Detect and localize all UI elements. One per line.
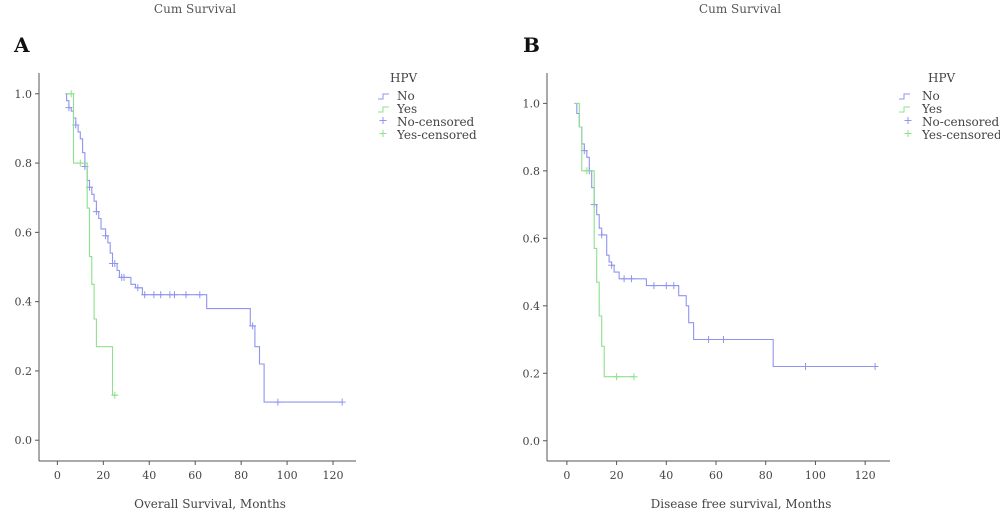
panel-b-series-no-censor-mark	[705, 336, 713, 343]
panel-a-y-tick-label: 1.0	[15, 88, 33, 101]
panel-a-y-tick-label: 0.4	[15, 296, 33, 309]
panel-b-legend-yes-censored: Yes-censored	[921, 128, 1000, 142]
panel-b-y-tick-label: 1.0	[523, 97, 541, 110]
panel-b-legend-no-censored-swatch	[904, 117, 912, 124]
panel-a-series-yes-censor-mark	[76, 159, 84, 167]
panel-b: Cum Survival B 0 20 40 60 80 100 1200.00.20.40…	[523, 2, 1000, 511]
panel-a-series-no-censor-mark	[157, 291, 165, 299]
panel-a-series-yes-censor-mark	[111, 391, 119, 399]
panel-b-legend-yes: Yes	[921, 102, 942, 116]
panel-a-legend-yes-censored-swatch	[379, 130, 387, 137]
panel-a: Cum Survival A 0 20 40 60 80 100 1200.00.20.40…	[13, 2, 477, 511]
panel-b-y-tick-label: 0.4	[523, 300, 541, 313]
panel-b-y-tick-label: 0.0	[523, 435, 541, 448]
panel-a-series-no-censor-mark	[196, 291, 204, 299]
panel-b-x-tick-label: 120	[855, 469, 876, 482]
panel-a-legend-no-swatch	[378, 93, 389, 100]
panel-b-series-no-censor-mark	[620, 275, 628, 283]
panel-a-legend-title: HPV	[390, 71, 418, 85]
panel-b-y-tick-label: 0.2	[523, 367, 541, 380]
panel-b-x-tick-label: 60	[709, 469, 723, 482]
panel-a-x-tick-label: 100	[277, 469, 298, 482]
panel-a-legend-yes-swatch	[378, 106, 389, 113]
panel-a-series-no-censor-mark	[102, 232, 110, 240]
panel-b-series-yes-line	[574, 102, 634, 378]
panel-a-series-no-censor-mark	[150, 291, 158, 299]
panel-b-letter: B	[523, 33, 540, 57]
panel-a-x-tick-label: 40	[142, 469, 156, 482]
panel-b-legend: HPV No Yes No-censored Yes-censored	[899, 71, 1000, 142]
panel-b-series-no-line	[574, 102, 876, 368]
panel-b-series-yes-censor-mark	[613, 373, 621, 381]
panel-b-series-no-censor-mark	[720, 336, 727, 343]
panel-a-x-tick-label: 0	[54, 469, 61, 482]
panel-a-series-no-censor-mark	[338, 398, 346, 406]
panel-a-plot: 0 20 40 60 80 100 120 0.0 0.2 0.4 0.6 0.8 1.0	[15, 73, 356, 482]
panel-a-series-no-censor-mark	[274, 398, 282, 406]
panel-b-legend-yes-censored-swatch	[904, 130, 912, 137]
panel-a-x-tick-label: 80	[234, 469, 248, 482]
panel-b-series-no-censor-mark	[670, 282, 678, 290]
panel-b-series-yes-censor-mark	[583, 167, 591, 175]
panel-b-series-no-censor-mark	[598, 231, 606, 239]
panel-a-series-no-censor-mark	[134, 284, 142, 292]
panel-a-series-no-censor-mark	[171, 291, 178, 299]
panel-b-y-tick-label: 0.6	[523, 232, 541, 245]
panel-b-legend-no-censored: No-censored	[922, 115, 1000, 129]
panel-a-y-tick-label: 0.0	[15, 434, 33, 447]
panel-a-series-yes-line	[66, 93, 118, 396]
panel-b-top-label: Cum Survival	[699, 2, 781, 16]
panel-a-series-no-line	[65, 93, 343, 403]
panel-b-x-tick-label: 40	[659, 469, 673, 482]
panel-b-x-tick-label: 100	[805, 469, 826, 482]
panel-b-series-no-censor-mark	[662, 282, 670, 290]
panel-a-legend: HPV No Yes No-censored Yes-censored	[378, 71, 477, 142]
panel-a-series-no-censor-mark	[249, 322, 257, 330]
panel-b-series-yes-censor-mark	[630, 373, 638, 381]
panel-b-legend-yes-swatch	[899, 106, 910, 113]
panel-a-legend-yes-censored: Yes-censored	[396, 128, 477, 142]
panel-a-series-no-censor-mark	[92, 208, 100, 216]
panel-a-series-no-censor-mark	[120, 273, 128, 281]
panel-a-y-tick-label: 0.8	[15, 157, 33, 170]
panel-a-legend-no-censored: No-censored	[397, 115, 475, 129]
panel-b-series-no-censor-mark	[802, 363, 809, 370]
panel-b-x-tick-label: 80	[759, 469, 773, 482]
panel-b-x-axis-title: Disease free survival, Months	[651, 497, 832, 511]
panel-a-legend-yes: Yes	[396, 102, 417, 116]
panel-a-x-tick-label: 120	[323, 469, 344, 482]
panel-b-legend-no: No	[922, 89, 940, 103]
panel-b-series-no-censor-mark	[608, 261, 616, 269]
panel-a-y-tick-label: 0.2	[15, 365, 33, 378]
panel-b-series-no-censor-mark	[871, 363, 879, 370]
panel-a-legend-no-censored-swatch	[379, 117, 387, 124]
panel-b-y-tick-label: 0.8	[523, 165, 541, 178]
panel-b-x-tick-label: 20	[610, 469, 624, 482]
panel-a-x-tick-label: 60	[188, 469, 202, 482]
panel-a-legend-no: No	[397, 89, 415, 103]
panel-a-series-no-censor-mark	[111, 260, 119, 267]
panel-b-series-no-censor-mark	[650, 282, 658, 290]
panel-b-legend-title: HPV	[928, 71, 956, 85]
panel-b-x-tick-label: 0	[563, 469, 570, 482]
panel-b-plot: 0 20 40 60 80 100 120 0.0 0.2 0.4 0.6 0.8 1.0	[523, 73, 890, 482]
panel-a-series-no-censor-mark	[65, 104, 73, 112]
panel-a-x-tick-label: 20	[96, 469, 110, 482]
panel-a-letter: A	[13, 33, 30, 57]
panel-a-y-tick-label: 0.6	[15, 226, 33, 239]
panel-a-series-no-censor-mark	[141, 291, 149, 299]
panel-b-series-no-censor-mark	[628, 275, 635, 283]
panel-b-legend-no-swatch	[899, 93, 910, 100]
panel-a-top-label: Cum Survival	[154, 2, 236, 16]
panel-a-series-yes-censor-mark	[67, 90, 75, 98]
panel-a-series-no-censor-mark	[182, 291, 190, 299]
panel-a-x-axis-title: Overall Survival, Months	[134, 497, 286, 511]
